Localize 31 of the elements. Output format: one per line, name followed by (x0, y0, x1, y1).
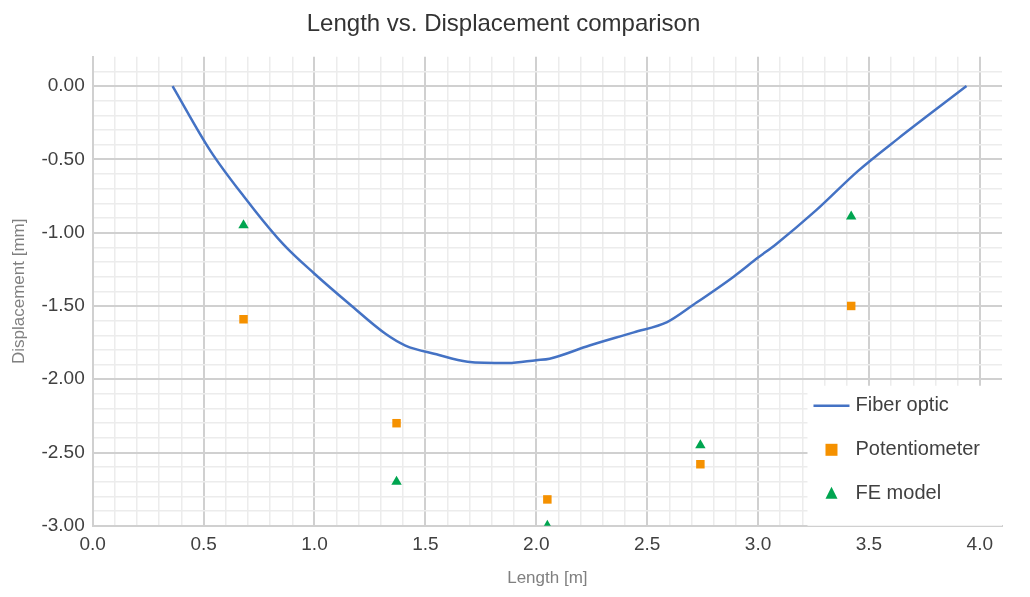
x-tick-label: 3.0 (744, 533, 772, 555)
point (391, 475, 402, 485)
x-tick-label: 0.0 (79, 533, 106, 555)
y-tick-label: -3.00 (41, 514, 85, 536)
legend-label: Fiber optic (855, 393, 949, 416)
point (392, 418, 401, 428)
point (543, 495, 552, 504)
y-tick-label: -2.00 (41, 367, 85, 389)
x-tick-label: 0.5 (190, 533, 217, 555)
line-series (171, 84, 968, 365)
point (696, 460, 705, 469)
y-tick-label: -1.00 (41, 220, 85, 242)
x-axis-title: Length [m] (507, 568, 588, 588)
x-tick-label: 4.0 (966, 533, 994, 555)
legend-label: Potentiometer (855, 437, 981, 460)
x-tick-label: 1.5 (412, 533, 439, 555)
point (239, 314, 248, 324)
x-tick-label: 2.0 (523, 533, 550, 555)
point (238, 219, 249, 229)
y-axis-title: Displacement [mm] (8, 218, 28, 365)
y-tick-label: 0.00 (47, 74, 85, 96)
y-tick-label: -0.50 (41, 147, 85, 169)
chart-title: Length vs. Displacement comparison (306, 9, 701, 37)
point (845, 210, 857, 220)
y-tick-label: -1.50 (41, 294, 85, 316)
x-tick-label: 2.5 (633, 533, 661, 555)
legend-label: FE model (855, 481, 942, 504)
x-tick-label: 1.0 (301, 533, 328, 555)
point (695, 439, 706, 449)
y-tick-label: -2.50 (41, 440, 85, 462)
x-tick-label: 3.5 (855, 533, 883, 555)
